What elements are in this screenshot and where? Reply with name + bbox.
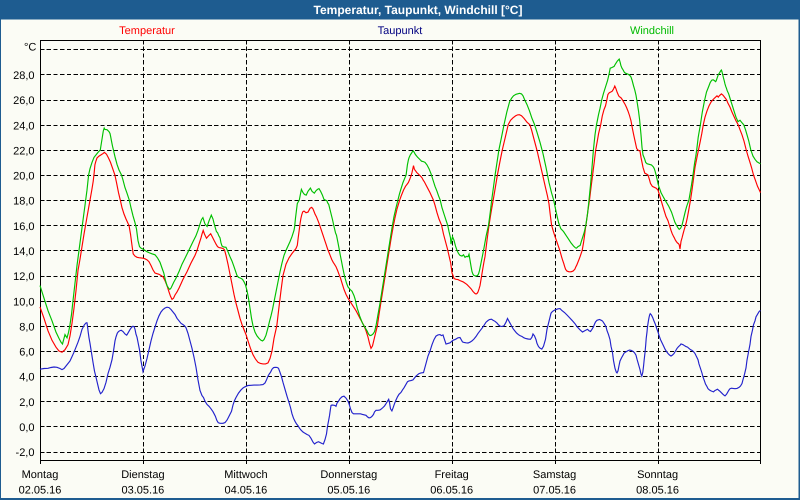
- svg-text:20,0: 20,0: [13, 171, 34, 183]
- svg-text:12,0: 12,0: [13, 271, 34, 283]
- svg-text:Windchill: Windchill: [630, 25, 674, 37]
- svg-text:Donnerstag: Donnerstag: [320, 469, 377, 481]
- svg-text:Dienstag: Dienstag: [121, 469, 164, 481]
- svg-text:Montag: Montag: [22, 469, 59, 481]
- svg-text:Samstag: Samstag: [533, 469, 576, 481]
- svg-text:26,0: 26,0: [13, 95, 34, 107]
- svg-text:06.05.16: 06.05.16: [430, 485, 473, 497]
- svg-text:24,0: 24,0: [13, 120, 34, 132]
- svg-text:03.05.16: 03.05.16: [121, 485, 164, 497]
- svg-text:02.05.16: 02.05.16: [19, 485, 62, 497]
- svg-text:Temperatur: Temperatur: [119, 25, 175, 37]
- svg-text:05.05.16: 05.05.16: [327, 485, 370, 497]
- svg-text:Freitag: Freitag: [435, 469, 469, 481]
- svg-text:28,0: 28,0: [13, 70, 34, 82]
- svg-text:04.05.16: 04.05.16: [224, 485, 267, 497]
- svg-text:14,0: 14,0: [13, 246, 34, 258]
- svg-text:22,0: 22,0: [13, 146, 34, 158]
- svg-text:8,0: 8,0: [19, 321, 34, 333]
- svg-text:0,0: 0,0: [19, 422, 34, 434]
- svg-text:6,0: 6,0: [19, 347, 34, 359]
- svg-text:Sonntag: Sonntag: [637, 469, 678, 481]
- svg-text:°C: °C: [24, 42, 36, 54]
- svg-text:4,0: 4,0: [19, 372, 34, 384]
- svg-text:08.05.16: 08.05.16: [636, 485, 679, 497]
- svg-text:Temperatur, Taupunkt, Windchil: Temperatur, Taupunkt, Windchill [°C]: [314, 3, 523, 17]
- svg-text:18,0: 18,0: [13, 196, 34, 208]
- svg-text:07.05.16: 07.05.16: [533, 485, 576, 497]
- svg-text:16,0: 16,0: [13, 221, 34, 233]
- svg-text:Mittwoch: Mittwoch: [224, 469, 267, 481]
- svg-text:10,0: 10,0: [13, 296, 34, 308]
- svg-text:2,0: 2,0: [19, 397, 34, 409]
- svg-text:Taupunkt: Taupunkt: [378, 25, 423, 37]
- svg-text:-2,0: -2,0: [16, 447, 35, 459]
